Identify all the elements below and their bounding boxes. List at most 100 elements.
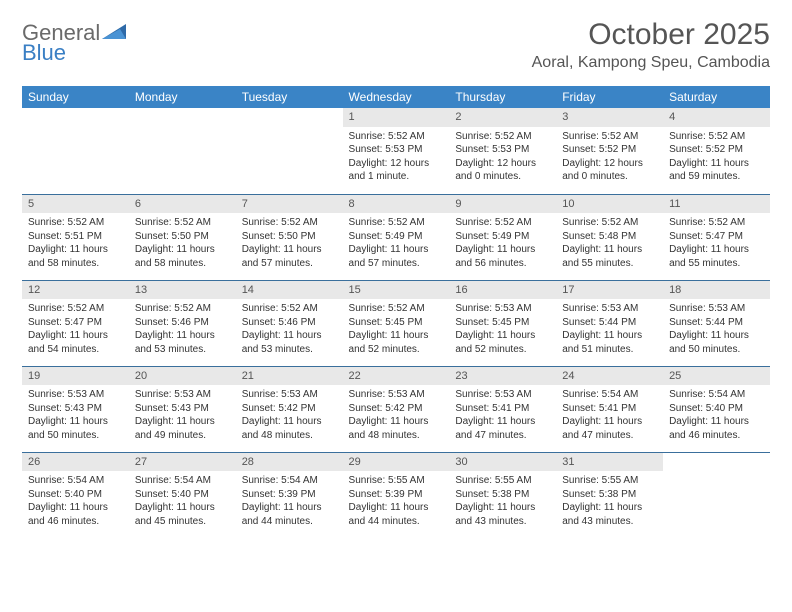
month-title: October 2025 bbox=[532, 18, 770, 52]
calendar-cell: 27Sunrise: 5:54 AMSunset: 5:40 PMDayligh… bbox=[129, 452, 236, 538]
sunrise-text: Sunrise: 5:53 AM bbox=[135, 388, 230, 402]
day-content: Sunrise: 5:53 AMSunset: 5:43 PMDaylight:… bbox=[22, 385, 129, 448]
sunrise-text: Sunrise: 5:52 AM bbox=[562, 216, 657, 230]
day-header: Monday bbox=[129, 86, 236, 108]
day-content: Sunrise: 5:55 AMSunset: 5:39 PMDaylight:… bbox=[343, 471, 450, 534]
day-number: 16 bbox=[449, 281, 556, 300]
daylight-text: Daylight: 11 hours and 53 minutes. bbox=[242, 329, 337, 356]
sunset-text: Sunset: 5:41 PM bbox=[455, 402, 550, 416]
calendar-cell: 20Sunrise: 5:53 AMSunset: 5:43 PMDayligh… bbox=[129, 366, 236, 452]
day-content: Sunrise: 5:52 AMSunset: 5:53 PMDaylight:… bbox=[449, 127, 556, 190]
sunrise-text: Sunrise: 5:52 AM bbox=[349, 302, 444, 316]
daylight-text: Daylight: 11 hours and 50 minutes. bbox=[669, 329, 764, 356]
day-number: 15 bbox=[343, 281, 450, 300]
day-content: Sunrise: 5:52 AMSunset: 5:51 PMDaylight:… bbox=[22, 213, 129, 276]
day-number: 26 bbox=[22, 453, 129, 472]
daylight-text: Daylight: 11 hours and 48 minutes. bbox=[242, 415, 337, 442]
calendar-cell bbox=[22, 108, 129, 194]
sunset-text: Sunset: 5:53 PM bbox=[455, 143, 550, 157]
day-number: 24 bbox=[556, 367, 663, 386]
day-content: Sunrise: 5:52 AMSunset: 5:47 PMDaylight:… bbox=[663, 213, 770, 276]
calendar-cell: 21Sunrise: 5:53 AMSunset: 5:42 PMDayligh… bbox=[236, 366, 343, 452]
sunset-text: Sunset: 5:48 PM bbox=[562, 230, 657, 244]
day-content: Sunrise: 5:53 AMSunset: 5:42 PMDaylight:… bbox=[236, 385, 343, 448]
day-content: Sunrise: 5:53 AMSunset: 5:43 PMDaylight:… bbox=[129, 385, 236, 448]
calendar-cell: 22Sunrise: 5:53 AMSunset: 5:42 PMDayligh… bbox=[343, 366, 450, 452]
daylight-text: Daylight: 12 hours and 0 minutes. bbox=[562, 157, 657, 184]
sunset-text: Sunset: 5:40 PM bbox=[135, 488, 230, 502]
calendar-cell: 5Sunrise: 5:52 AMSunset: 5:51 PMDaylight… bbox=[22, 194, 129, 280]
logo-word-blue: Blue bbox=[22, 42, 100, 64]
calendar-row: 19Sunrise: 5:53 AMSunset: 5:43 PMDayligh… bbox=[22, 366, 770, 452]
day-number: 29 bbox=[343, 453, 450, 472]
sunset-text: Sunset: 5:49 PM bbox=[455, 230, 550, 244]
daylight-text: Daylight: 11 hours and 52 minutes. bbox=[455, 329, 550, 356]
day-number: 10 bbox=[556, 195, 663, 214]
calendar-cell: 25Sunrise: 5:54 AMSunset: 5:40 PMDayligh… bbox=[663, 366, 770, 452]
day-number: 28 bbox=[236, 453, 343, 472]
daylight-text: Daylight: 12 hours and 1 minute. bbox=[349, 157, 444, 184]
sunset-text: Sunset: 5:46 PM bbox=[135, 316, 230, 330]
sunset-text: Sunset: 5:38 PM bbox=[455, 488, 550, 502]
calendar-cell: 26Sunrise: 5:54 AMSunset: 5:40 PMDayligh… bbox=[22, 452, 129, 538]
day-content: Sunrise: 5:55 AMSunset: 5:38 PMDaylight:… bbox=[556, 471, 663, 534]
day-number: 19 bbox=[22, 367, 129, 386]
daylight-text: Daylight: 11 hours and 54 minutes. bbox=[28, 329, 123, 356]
day-header: Thursday bbox=[449, 86, 556, 108]
sunrise-text: Sunrise: 5:54 AM bbox=[242, 474, 337, 488]
logo-text: General Blue bbox=[22, 22, 100, 64]
day-content: Sunrise: 5:52 AMSunset: 5:52 PMDaylight:… bbox=[663, 127, 770, 190]
daylight-text: Daylight: 11 hours and 53 minutes. bbox=[135, 329, 230, 356]
calendar-cell: 9Sunrise: 5:52 AMSunset: 5:49 PMDaylight… bbox=[449, 194, 556, 280]
day-content: Sunrise: 5:52 AMSunset: 5:47 PMDaylight:… bbox=[22, 299, 129, 362]
day-content: Sunrise: 5:53 AMSunset: 5:44 PMDaylight:… bbox=[663, 299, 770, 362]
sunrise-text: Sunrise: 5:52 AM bbox=[455, 130, 550, 144]
sunset-text: Sunset: 5:51 PM bbox=[28, 230, 123, 244]
day-number: 23 bbox=[449, 367, 556, 386]
day-number: 1 bbox=[343, 108, 450, 127]
day-content: Sunrise: 5:52 AMSunset: 5:52 PMDaylight:… bbox=[556, 127, 663, 190]
sunset-text: Sunset: 5:39 PM bbox=[242, 488, 337, 502]
day-number: 20 bbox=[129, 367, 236, 386]
day-content: Sunrise: 5:52 AMSunset: 5:49 PMDaylight:… bbox=[449, 213, 556, 276]
day-number: 9 bbox=[449, 195, 556, 214]
daylight-text: Daylight: 11 hours and 58 minutes. bbox=[135, 243, 230, 270]
day-number: 14 bbox=[236, 281, 343, 300]
day-header: Friday bbox=[556, 86, 663, 108]
sunrise-text: Sunrise: 5:52 AM bbox=[28, 216, 123, 230]
daylight-text: Daylight: 11 hours and 45 minutes. bbox=[135, 501, 230, 528]
sunset-text: Sunset: 5:40 PM bbox=[669, 402, 764, 416]
daylight-text: Daylight: 11 hours and 48 minutes. bbox=[349, 415, 444, 442]
sunset-text: Sunset: 5:50 PM bbox=[242, 230, 337, 244]
calendar-cell: 8Sunrise: 5:52 AMSunset: 5:49 PMDaylight… bbox=[343, 194, 450, 280]
sunrise-text: Sunrise: 5:52 AM bbox=[242, 216, 337, 230]
day-content: Sunrise: 5:53 AMSunset: 5:41 PMDaylight:… bbox=[449, 385, 556, 448]
day-content: Sunrise: 5:55 AMSunset: 5:38 PMDaylight:… bbox=[449, 471, 556, 534]
calendar-cell: 11Sunrise: 5:52 AMSunset: 5:47 PMDayligh… bbox=[663, 194, 770, 280]
day-number: 25 bbox=[663, 367, 770, 386]
day-content: Sunrise: 5:54 AMSunset: 5:41 PMDaylight:… bbox=[556, 385, 663, 448]
calendar-row: 12Sunrise: 5:52 AMSunset: 5:47 PMDayligh… bbox=[22, 280, 770, 366]
day-header-row: Sunday Monday Tuesday Wednesday Thursday… bbox=[22, 86, 770, 108]
daylight-text: Daylight: 11 hours and 56 minutes. bbox=[455, 243, 550, 270]
daylight-text: Daylight: 11 hours and 59 minutes. bbox=[669, 157, 764, 184]
sunrise-text: Sunrise: 5:52 AM bbox=[28, 302, 123, 316]
day-content: Sunrise: 5:52 AMSunset: 5:46 PMDaylight:… bbox=[129, 299, 236, 362]
calendar-cell: 6Sunrise: 5:52 AMSunset: 5:50 PMDaylight… bbox=[129, 194, 236, 280]
sunset-text: Sunset: 5:49 PM bbox=[349, 230, 444, 244]
sunrise-text: Sunrise: 5:53 AM bbox=[349, 388, 444, 402]
sunrise-text: Sunrise: 5:53 AM bbox=[242, 388, 337, 402]
calendar-cell: 24Sunrise: 5:54 AMSunset: 5:41 PMDayligh… bbox=[556, 366, 663, 452]
sunrise-text: Sunrise: 5:53 AM bbox=[455, 388, 550, 402]
daylight-text: Daylight: 11 hours and 43 minutes. bbox=[455, 501, 550, 528]
sunrise-text: Sunrise: 5:52 AM bbox=[562, 130, 657, 144]
brand-logo: General Blue bbox=[22, 18, 126, 64]
sunset-text: Sunset: 5:53 PM bbox=[349, 143, 444, 157]
day-number: 3 bbox=[556, 108, 663, 127]
daylight-text: Daylight: 11 hours and 51 minutes. bbox=[562, 329, 657, 356]
sunset-text: Sunset: 5:50 PM bbox=[135, 230, 230, 244]
calendar-cell: 19Sunrise: 5:53 AMSunset: 5:43 PMDayligh… bbox=[22, 366, 129, 452]
day-number: 12 bbox=[22, 281, 129, 300]
calendar-table: Sunday Monday Tuesday Wednesday Thursday… bbox=[22, 86, 770, 538]
daylight-text: Daylight: 11 hours and 49 minutes. bbox=[135, 415, 230, 442]
